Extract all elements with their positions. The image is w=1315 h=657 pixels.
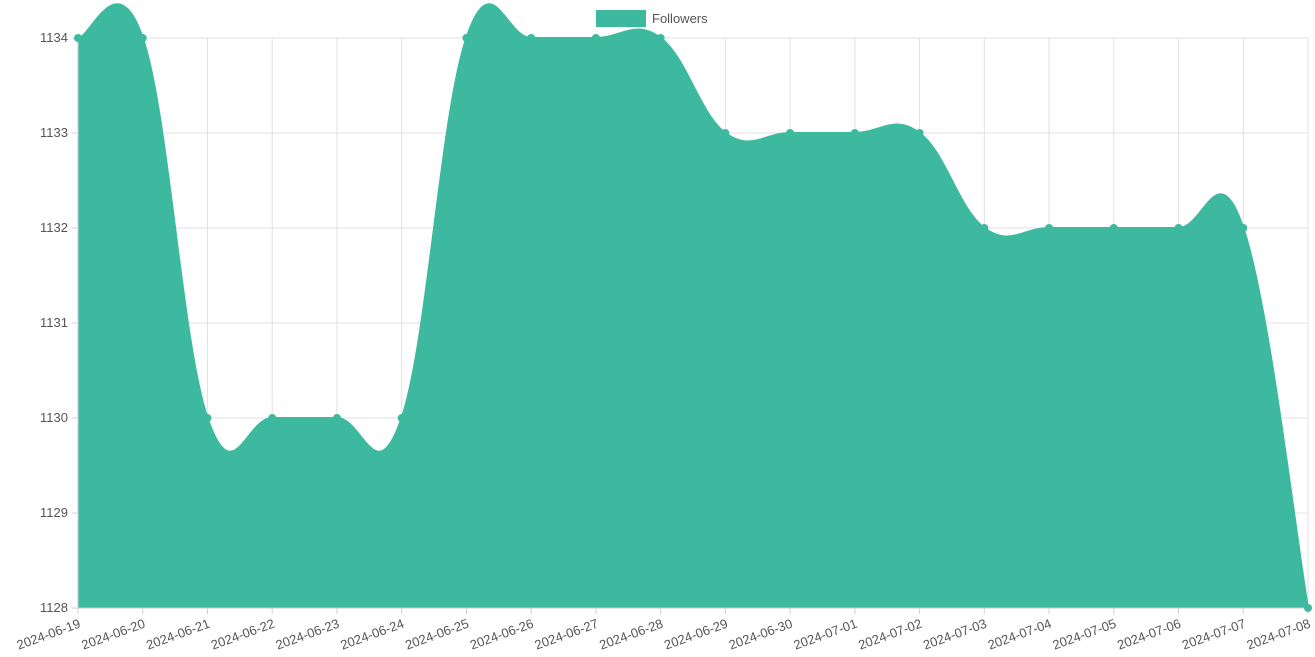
x-tick-label: 2024-06-25 <box>403 616 471 653</box>
x-tick-label: 2024-07-04 <box>986 616 1054 653</box>
x-tick-label: 2024-06-29 <box>662 616 730 653</box>
data-point-2024-06-27[interactable] <box>591 34 600 42</box>
data-point-2024-06-24[interactable] <box>397 414 406 422</box>
x-tick-label: 2024-06-23 <box>274 616 342 653</box>
data-point-2024-06-30[interactable] <box>786 129 795 137</box>
followers-area-fill <box>78 4 1308 608</box>
data-point-2024-07-02[interactable] <box>915 129 924 137</box>
x-tick-label: 2024-07-06 <box>1115 616 1183 653</box>
data-point-2024-06-29[interactable] <box>721 129 730 137</box>
y-tick-label: 1134 <box>40 30 68 45</box>
x-tick-label: 2024-07-02 <box>856 616 924 653</box>
y-tick-label: 1133 <box>40 125 68 140</box>
y-tick-label: 1131 <box>40 315 68 330</box>
series-area <box>77 3 1309 609</box>
data-points <box>74 34 1312 612</box>
data-point-2024-07-07[interactable] <box>1239 224 1248 232</box>
x-tick-label: 2024-06-21 <box>144 616 212 653</box>
x-tick-label: 2024-06-19 <box>15 616 83 653</box>
legend[interactable]: Followers <box>596 10 708 27</box>
data-point-2024-07-03[interactable] <box>980 224 989 232</box>
data-point-2024-07-06[interactable] <box>1174 224 1183 232</box>
data-point-2024-06-20[interactable] <box>138 34 147 42</box>
x-tick-label: 2024-06-20 <box>79 616 147 653</box>
y-tick-label: 1128 <box>40 600 68 615</box>
data-point-2024-06-21[interactable] <box>203 414 212 422</box>
x-tick-label: 2024-06-26 <box>468 616 536 653</box>
x-tick-label: 2024-06-22 <box>209 616 277 653</box>
x-tick-label: 2024-07-07 <box>1180 616 1248 653</box>
followers-series-line <box>77 3 1309 609</box>
data-point-2024-06-25[interactable] <box>462 34 471 42</box>
data-point-2024-07-08[interactable] <box>1304 604 1312 612</box>
data-point-2024-07-04[interactable] <box>1045 224 1054 232</box>
legend-label[interactable]: Followers <box>652 11 708 26</box>
y-tick-label: 1129 <box>40 505 68 520</box>
x-tick-label: 2024-06-27 <box>533 616 601 653</box>
x-tick-label: 2024-07-05 <box>1050 616 1118 653</box>
data-point-2024-07-05[interactable] <box>1109 224 1118 232</box>
y-tick-label: 1132 <box>40 220 68 235</box>
data-point-2024-06-28[interactable] <box>656 34 665 42</box>
x-tick-label: 2024-06-28 <box>597 616 665 653</box>
x-tick-label: 2024-06-30 <box>727 616 795 653</box>
data-point-2024-06-26[interactable] <box>527 34 536 42</box>
x-tick-label: 2024-07-03 <box>921 616 989 653</box>
y-tick-label: 1130 <box>40 410 68 425</box>
x-tick-label: 2024-07-01 <box>792 616 860 653</box>
data-point-2024-06-19[interactable] <box>74 34 82 42</box>
x-tick-label: 2024-06-24 <box>338 616 406 653</box>
data-point-2024-06-23[interactable] <box>332 414 341 422</box>
legend-swatch[interactable] <box>596 10 646 27</box>
x-tick-label: 2024-07-08 <box>1245 616 1313 653</box>
data-point-2024-06-22[interactable] <box>268 414 277 422</box>
data-point-2024-07-01[interactable] <box>850 129 859 137</box>
